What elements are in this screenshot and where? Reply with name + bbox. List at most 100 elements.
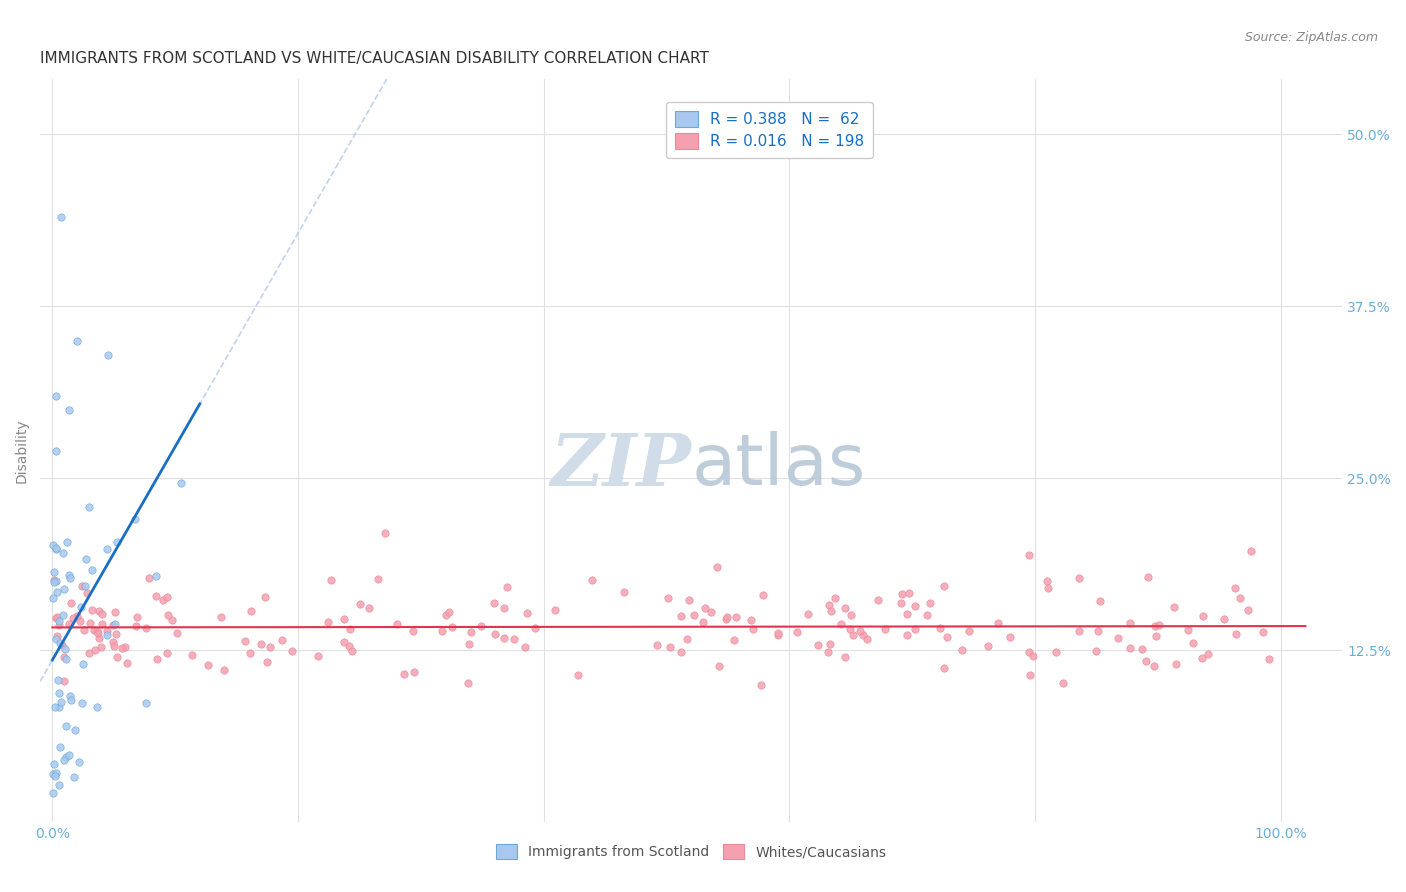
Point bbox=[42, 538, 65, 552]
Point bbox=[75, 552, 97, 566]
Point bbox=[84, 642, 107, 657]
Point bbox=[87, 604, 110, 618]
Point bbox=[58, 747, 80, 762]
Point bbox=[957, 624, 980, 639]
Point bbox=[42, 767, 65, 781]
Point bbox=[281, 644, 304, 658]
Point bbox=[494, 601, 516, 615]
Point bbox=[437, 605, 460, 619]
Text: IMMIGRANTS FROM SCOTLAND VS WHITE/CAUCASIAN DISABILITY CORRELATION CHART: IMMIGRANTS FROM SCOTLAND VS WHITE/CAUCAS… bbox=[41, 51, 709, 66]
Point bbox=[333, 635, 356, 649]
Point bbox=[249, 636, 271, 650]
Point bbox=[55, 719, 77, 733]
Point bbox=[950, 643, 973, 657]
Point bbox=[852, 628, 875, 642]
Point bbox=[49, 210, 72, 224]
Point bbox=[349, 597, 371, 611]
Point bbox=[59, 692, 82, 706]
Point bbox=[72, 579, 94, 593]
Point bbox=[209, 610, 232, 624]
Point bbox=[69, 755, 91, 769]
Point bbox=[1177, 623, 1199, 637]
Point bbox=[741, 622, 763, 636]
Point bbox=[441, 620, 464, 634]
Y-axis label: Disability: Disability bbox=[15, 418, 30, 483]
Point bbox=[834, 649, 856, 664]
Point bbox=[104, 627, 127, 641]
Point bbox=[48, 617, 70, 632]
Point bbox=[56, 535, 79, 549]
Point bbox=[259, 640, 281, 654]
Point bbox=[316, 615, 339, 630]
Point bbox=[768, 628, 790, 642]
Point bbox=[1069, 571, 1091, 585]
Point bbox=[544, 603, 567, 617]
Point bbox=[436, 608, 458, 623]
Point bbox=[156, 646, 179, 660]
Point bbox=[1087, 624, 1109, 639]
Point bbox=[1143, 618, 1166, 632]
Point bbox=[502, 632, 524, 646]
Point bbox=[1119, 641, 1142, 656]
Point bbox=[105, 535, 128, 549]
Point bbox=[42, 786, 65, 800]
Point bbox=[214, 664, 236, 678]
Point bbox=[934, 660, 956, 674]
Point bbox=[1213, 612, 1236, 626]
Point bbox=[725, 609, 748, 624]
Point bbox=[1018, 645, 1040, 659]
Point bbox=[1036, 581, 1059, 595]
Point bbox=[647, 638, 669, 652]
Point bbox=[904, 599, 927, 613]
Point bbox=[658, 640, 681, 654]
Point bbox=[1137, 570, 1160, 584]
Point bbox=[766, 626, 789, 640]
Point bbox=[1225, 627, 1247, 641]
Point bbox=[239, 646, 262, 660]
Point bbox=[723, 632, 745, 647]
Point bbox=[824, 591, 846, 605]
Point bbox=[45, 611, 67, 625]
Point bbox=[1019, 668, 1042, 682]
Point bbox=[105, 649, 128, 664]
Point bbox=[58, 616, 80, 631]
Point bbox=[63, 723, 86, 738]
Point bbox=[45, 629, 67, 643]
Point bbox=[75, 579, 97, 593]
Point bbox=[839, 623, 862, 637]
Point bbox=[124, 512, 146, 526]
Point bbox=[1084, 644, 1107, 658]
Point bbox=[96, 624, 118, 638]
Point bbox=[60, 596, 83, 610]
Point bbox=[333, 612, 356, 626]
Point bbox=[44, 769, 66, 783]
Point bbox=[1197, 647, 1219, 661]
Point bbox=[374, 525, 396, 540]
Point bbox=[786, 625, 808, 640]
Point bbox=[707, 659, 730, 673]
Point bbox=[806, 638, 828, 652]
Point bbox=[494, 631, 516, 645]
Point bbox=[49, 695, 72, 709]
Point bbox=[470, 619, 492, 633]
Point bbox=[90, 640, 112, 654]
Point bbox=[254, 590, 277, 604]
Point bbox=[1107, 631, 1129, 645]
Point bbox=[49, 636, 72, 650]
Point bbox=[45, 766, 67, 780]
Point bbox=[49, 740, 72, 755]
Point bbox=[101, 635, 124, 649]
Point bbox=[90, 607, 112, 621]
Point bbox=[59, 690, 82, 704]
Point bbox=[516, 606, 538, 620]
Point bbox=[695, 601, 717, 615]
Point bbox=[1257, 652, 1279, 666]
Point bbox=[87, 631, 110, 645]
Point bbox=[1130, 642, 1153, 657]
Point bbox=[496, 580, 519, 594]
Point bbox=[180, 648, 202, 662]
Point bbox=[1163, 600, 1185, 615]
Point bbox=[1251, 625, 1274, 640]
Point bbox=[58, 568, 80, 582]
Point bbox=[457, 675, 479, 690]
